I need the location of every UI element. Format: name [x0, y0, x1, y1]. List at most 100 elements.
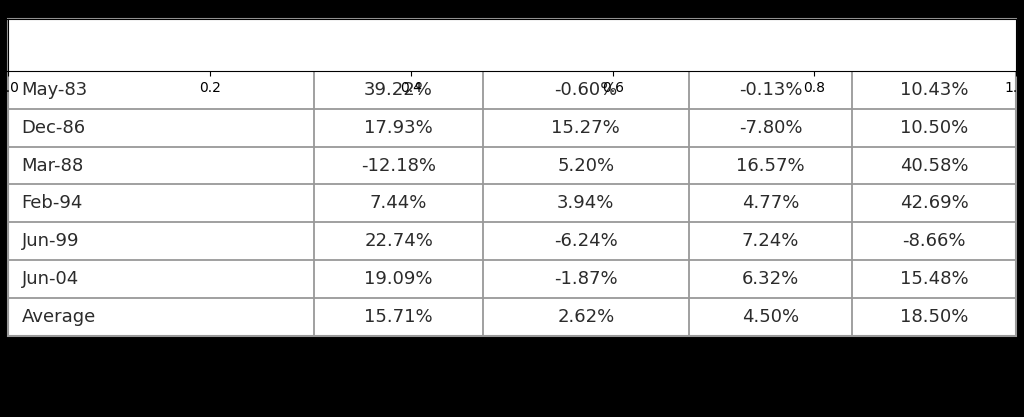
Bar	[260, 19, 271, 71]
Text: 2.62%: 2.62%	[557, 308, 614, 326]
Text: 4.50%: 4.50%	[741, 308, 799, 326]
Bar	[18, 19, 30, 71]
Text: 15.48%: 15.48%	[900, 270, 969, 288]
Bar	[633, 19, 644, 71]
Bar	[99, 19, 110, 71]
Bar	[169, 19, 180, 71]
Bar	[8, 19, 19, 71]
Bar	[855, 19, 865, 71]
Bar	[895, 19, 906, 71]
Bar	[189, 19, 201, 71]
Bar	[331, 19, 342, 71]
Bar	[421, 19, 432, 71]
Bar	[69, 19, 80, 71]
Bar	[200, 19, 211, 71]
Text: 7.44%: 7.44%	[370, 194, 427, 212]
Bar	[8, 19, 1016, 336]
Bar	[905, 19, 916, 71]
Bar	[8, 147, 1016, 184]
Text: 4.77%: 4.77%	[741, 194, 799, 212]
Bar	[109, 19, 120, 71]
Bar	[8, 260, 1016, 298]
Bar	[754, 19, 765, 71]
Bar	[401, 19, 413, 71]
Bar	[623, 19, 634, 71]
Bar	[673, 19, 684, 71]
Bar	[995, 19, 1007, 71]
Bar	[8, 19, 1016, 336]
Bar	[693, 19, 705, 71]
Bar	[210, 19, 221, 71]
Bar	[129, 19, 140, 71]
Bar	[281, 19, 292, 71]
Bar	[945, 19, 956, 71]
Bar	[714, 19, 725, 71]
Text: 15.71%: 15.71%	[365, 308, 433, 326]
Bar	[150, 19, 161, 71]
Bar	[481, 19, 493, 71]
Bar	[8, 222, 1016, 260]
Bar	[845, 19, 856, 71]
Bar	[562, 19, 573, 71]
Bar	[955, 19, 967, 71]
Text: -6.24%: -6.24%	[554, 232, 617, 250]
Text: FED RATE CYCLE BEGINNING: FED RATE CYCLE BEGINNING	[22, 38, 276, 53]
Bar	[300, 19, 311, 71]
Bar	[774, 19, 785, 71]
Bar	[39, 19, 49, 71]
Text: 7.24%: 7.24%	[741, 232, 799, 250]
Text: 17.93%: 17.93%	[365, 119, 433, 137]
Bar	[885, 19, 896, 71]
Bar	[552, 19, 563, 71]
Bar	[371, 19, 382, 71]
Bar	[733, 19, 744, 71]
Text: 18.50%: 18.50%	[900, 308, 969, 326]
Bar	[160, 19, 170, 71]
Bar	[8, 71, 1016, 109]
Bar	[643, 19, 654, 71]
Bar	[391, 19, 402, 71]
Bar	[795, 19, 805, 71]
Bar	[724, 19, 734, 71]
Bar	[1006, 19, 1017, 71]
Text: -1.87%: -1.87%	[554, 270, 617, 288]
Bar	[58, 19, 70, 71]
Text: Mar-88: Mar-88	[22, 156, 84, 175]
Bar	[341, 19, 352, 71]
Bar	[119, 19, 130, 71]
Bar	[864, 19, 876, 71]
Bar	[976, 19, 986, 71]
Bar	[522, 19, 534, 71]
Bar	[653, 19, 665, 71]
Bar	[925, 19, 936, 71]
Text: Average: Average	[22, 308, 96, 326]
Bar	[814, 19, 825, 71]
Bar	[743, 19, 755, 71]
Bar	[804, 19, 815, 71]
Bar	[703, 19, 715, 71]
Text: 3.94%: 3.94%	[557, 194, 614, 212]
Bar	[270, 19, 282, 71]
Bar	[240, 19, 251, 71]
Bar	[8, 184, 1016, 222]
Bar	[764, 19, 775, 71]
Bar	[824, 19, 836, 71]
Bar	[360, 19, 372, 71]
Bar	[412, 19, 422, 71]
Bar	[915, 19, 926, 71]
Bar	[985, 19, 996, 71]
Text: -0.13%: -0.13%	[738, 81, 802, 99]
Bar	[593, 19, 604, 71]
Text: Dec-86: Dec-86	[22, 119, 86, 137]
Text: -0.60%: -0.60%	[554, 81, 617, 99]
Bar	[543, 19, 553, 71]
Text: 40.58%: 40.58%	[900, 156, 969, 175]
Bar	[229, 19, 241, 71]
Text: May-83: May-83	[22, 81, 88, 99]
Text: -7.80%: -7.80%	[738, 119, 802, 137]
Text: 3 MONTHS AFTER: 3 MONTHS AFTER	[506, 38, 666, 53]
Text: -8.66%: -8.66%	[902, 232, 966, 250]
Bar	[502, 19, 513, 71]
Text: Feb-94: Feb-94	[22, 194, 83, 212]
Bar	[310, 19, 322, 71]
